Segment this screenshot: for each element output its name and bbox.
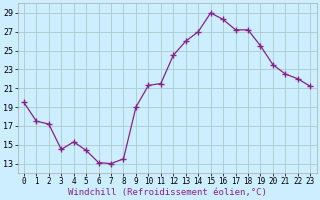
X-axis label: Windchill (Refroidissement éolien,°C): Windchill (Refroidissement éolien,°C) — [68, 188, 267, 197]
